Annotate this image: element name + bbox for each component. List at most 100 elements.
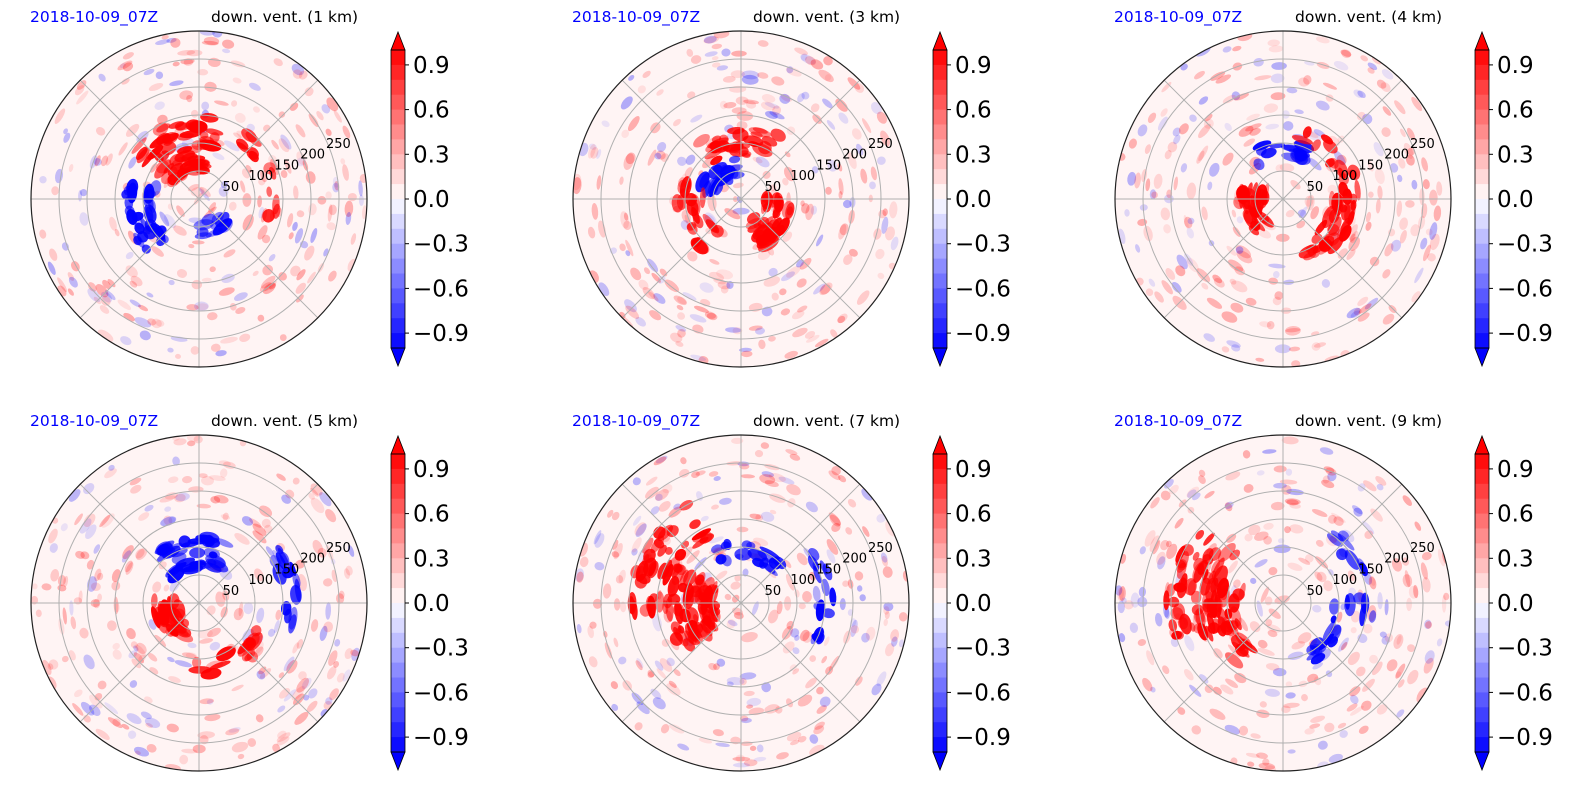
field-speckle bbox=[1340, 641, 1348, 651]
radial-tick-label: 250 bbox=[326, 541, 351, 556]
field-speckle bbox=[63, 575, 69, 587]
field-speckle bbox=[771, 292, 779, 301]
field-speckle bbox=[654, 152, 662, 160]
field-speckle bbox=[741, 350, 753, 358]
field-speckle bbox=[169, 579, 180, 592]
field-speckle bbox=[123, 312, 135, 322]
field-speckle bbox=[1115, 585, 1123, 596]
date-label: 2018-10-09_07Z bbox=[572, 412, 701, 430]
field-lobe bbox=[770, 128, 786, 142]
field-speckle bbox=[666, 657, 675, 667]
field-lobe bbox=[275, 552, 287, 571]
field-speckle bbox=[786, 620, 794, 630]
field-speckle bbox=[720, 285, 729, 294]
field-speckle bbox=[1281, 484, 1292, 495]
field-speckle bbox=[310, 497, 325, 514]
field-speckle bbox=[1272, 296, 1282, 306]
field-speckle bbox=[1259, 321, 1272, 328]
field-speckle bbox=[293, 185, 299, 200]
field-speckle bbox=[177, 49, 196, 56]
field-speckle bbox=[1381, 69, 1394, 80]
field-speckle bbox=[611, 703, 619, 711]
colorbar-band bbox=[933, 603, 947, 619]
colorbar-tick-label: 0.6 bbox=[1497, 98, 1534, 124]
field-lobe bbox=[689, 519, 701, 530]
field-speckle bbox=[677, 312, 686, 320]
field-speckle bbox=[187, 642, 197, 649]
field-speckle bbox=[273, 58, 283, 67]
field-speckle bbox=[708, 662, 717, 671]
field-speckle bbox=[62, 607, 67, 625]
field-speckle bbox=[1287, 749, 1296, 754]
field-speckle bbox=[816, 686, 824, 695]
field-speckle bbox=[1402, 574, 1413, 588]
field-speckle bbox=[709, 536, 724, 544]
field-speckle bbox=[1421, 551, 1432, 561]
field-speckle bbox=[1150, 686, 1156, 693]
field-speckle bbox=[1290, 179, 1301, 190]
field-speckle bbox=[257, 195, 263, 208]
colorbar-tick-label: 0.9 bbox=[1497, 53, 1534, 79]
field-speckle bbox=[1257, 228, 1271, 239]
colorbar-tick-label: −0.9 bbox=[1497, 725, 1553, 751]
field-speckle bbox=[885, 643, 895, 657]
colorbar-band bbox=[1475, 109, 1489, 125]
field-speckle bbox=[859, 594, 866, 602]
plot-boundary bbox=[1114, 434, 1452, 772]
colorbar-band bbox=[933, 94, 947, 111]
field-speckle bbox=[1349, 216, 1356, 230]
colorbar-tick-label: 0.9 bbox=[1497, 457, 1534, 483]
field-speckle bbox=[102, 279, 111, 290]
field-lobe bbox=[1235, 632, 1253, 650]
field-speckle bbox=[285, 489, 295, 499]
field-speckle bbox=[1313, 342, 1327, 348]
field-speckle bbox=[255, 714, 264, 723]
field-speckle bbox=[829, 514, 841, 527]
radial-tick-label: 200 bbox=[300, 148, 325, 163]
colorbar-band bbox=[1475, 558, 1489, 574]
field-speckle bbox=[653, 456, 667, 466]
field-speckle bbox=[1254, 75, 1272, 81]
field-speckle bbox=[196, 503, 211, 509]
field-speckle bbox=[694, 557, 707, 570]
colorbar-band bbox=[933, 543, 947, 559]
field-speckle bbox=[755, 156, 770, 168]
field-speckle bbox=[1203, 118, 1214, 129]
field-speckle bbox=[1418, 215, 1426, 230]
field-speckle bbox=[1138, 586, 1147, 598]
field-speckle bbox=[39, 175, 47, 184]
field-lobe bbox=[208, 551, 218, 559]
field-speckle bbox=[1424, 650, 1435, 664]
field-speckle bbox=[1414, 267, 1424, 284]
field-speckle bbox=[186, 95, 193, 103]
field-speckle bbox=[1163, 224, 1171, 234]
field-speckle bbox=[1357, 312, 1370, 322]
field-speckle bbox=[155, 39, 170, 45]
field-speckle bbox=[1349, 233, 1356, 242]
field-speckle bbox=[695, 470, 706, 476]
field-speckle bbox=[1433, 205, 1442, 222]
polar-grid bbox=[573, 31, 909, 367]
field-lobe bbox=[246, 146, 259, 160]
colorbar-band bbox=[933, 692, 947, 708]
field-speckle bbox=[296, 677, 309, 693]
field-speckle bbox=[295, 559, 306, 569]
colorbar-tick-label: 0.0 bbox=[955, 187, 992, 213]
field-speckle bbox=[122, 62, 134, 72]
field-speckle bbox=[97, 572, 104, 581]
field-speckle bbox=[1258, 762, 1276, 770]
field-lobe bbox=[807, 547, 820, 561]
radial-tick-label: 200 bbox=[300, 552, 325, 567]
field-lobe bbox=[131, 137, 147, 154]
field-speckle bbox=[295, 124, 306, 138]
chart-panel-7km: 2018-10-09_07Z down. vent. (7 km) 50 100 1… bbox=[542, 404, 1069, 808]
field-speckle bbox=[1347, 651, 1360, 666]
field-speckle bbox=[1436, 638, 1443, 647]
colorbar-extend-top bbox=[390, 434, 406, 455]
field-speckle bbox=[1268, 263, 1286, 269]
field-speckle bbox=[235, 307, 246, 314]
colorbar-band bbox=[391, 154, 405, 170]
field-speckle bbox=[678, 468, 690, 478]
colorbar-band bbox=[933, 273, 947, 289]
field-speckle bbox=[1422, 577, 1431, 593]
